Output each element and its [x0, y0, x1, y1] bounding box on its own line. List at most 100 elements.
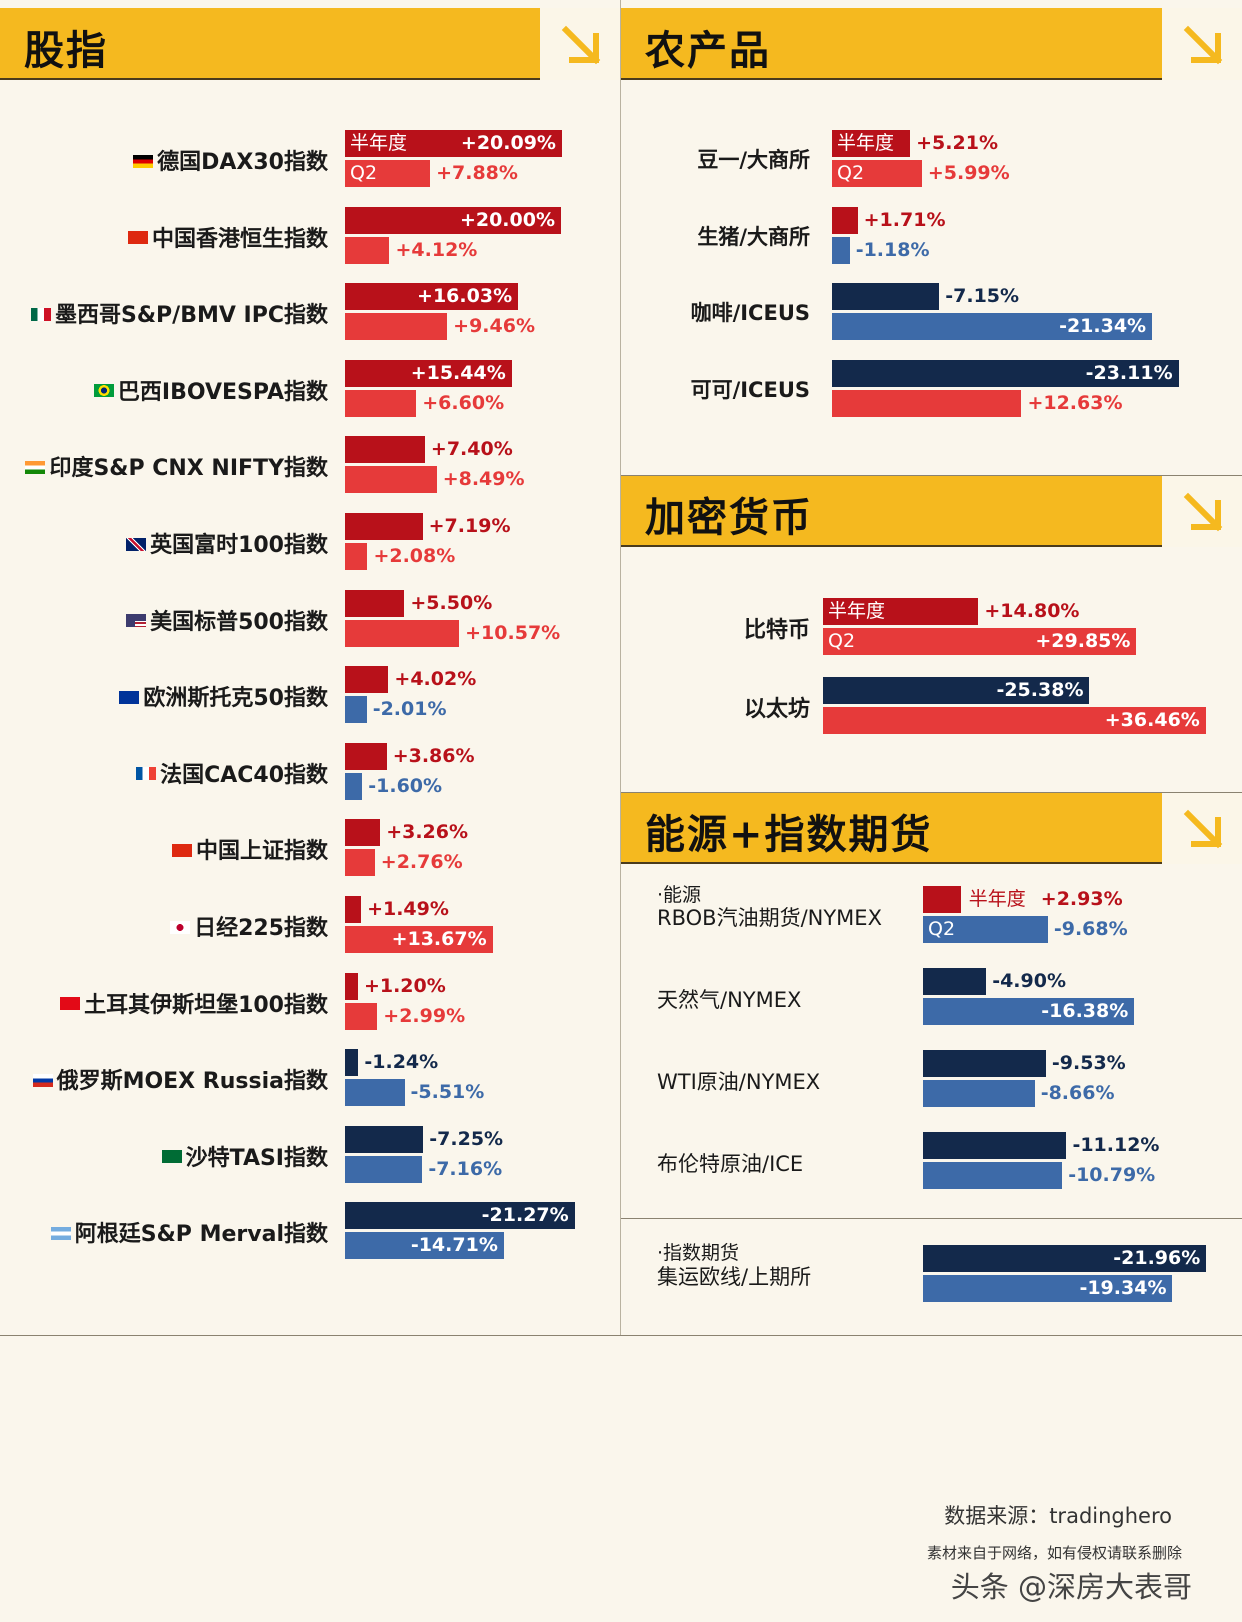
q2-bar [345, 313, 448, 341]
half-year-bar [345, 896, 362, 923]
q2-bar [823, 628, 1137, 655]
half-year-value: -21.96% [1113, 1247, 1201, 1269]
flag-in-icon [25, 460, 46, 474]
q2-bar [832, 236, 850, 264]
half-year-value: +7.40% [430, 438, 513, 461]
flag-tr-icon [60, 997, 81, 1011]
arrow-down-right-icon [1183, 492, 1223, 532]
row-label-text: 俄罗斯MOEX Russia指数 [56, 1069, 328, 1095]
crypto-header: 加密货币 [621, 475, 1242, 547]
half-year-bar [823, 677, 1090, 704]
half-year-bar [823, 598, 979, 625]
q2-value: -1.18% [855, 238, 930, 261]
half-year-bar [345, 283, 519, 311]
arrow-down-right-icon [1183, 809, 1223, 849]
q2-value: +12.63% [1027, 391, 1123, 414]
q2-bar [832, 389, 1022, 417]
half-year-bar [345, 1049, 359, 1077]
half-year-value: -21.27% [481, 1204, 569, 1227]
q2-value: -7.16% [428, 1157, 503, 1180]
flag-cn-icon [171, 843, 192, 857]
half-year-value: -7.15% [945, 285, 1020, 308]
row-label-text: 印度S&P CNX NIFTY指数 [49, 456, 328, 482]
row-label-text: 土耳其伊斯坦堡100指数 [84, 992, 328, 1018]
q2-bar [923, 1080, 1035, 1107]
q2-value: +36.46% [1104, 709, 1200, 731]
energy-panel: 能源+指数期货 ·能源 ·指数期货 RBOB汽油期货/NYMEX 半年度 +2.93… [621, 792, 1242, 1335]
flag-de-icon [133, 154, 154, 168]
half-year-value: +16.03% [417, 285, 513, 308]
half-year-value: +20.09% [460, 132, 556, 154]
q2-bar [345, 1002, 378, 1030]
q2-value: +29.85% [1035, 630, 1131, 652]
q2-value: -19.34% [1079, 1277, 1167, 1299]
q2-value: +13.67% [391, 928, 487, 950]
agri-panel: 农产品 豆一/大商所 半年度 +5.21% Q2 +5.99% 生猪/大商所 +1.71% -… [621, 0, 1242, 475]
row-label: 英国富时100指数 [126, 527, 328, 559]
row-label-text: 墨西哥S&P/BMV IPC指数 [55, 303, 328, 329]
q2-bar [923, 998, 1135, 1025]
half-year-tag: 半年度 [837, 132, 895, 154]
q2-value: +2.76% [380, 851, 463, 874]
q2-bar [345, 926, 493, 953]
half-year-value: -9.53% [1051, 1052, 1126, 1074]
q2-value: +2.08% [373, 545, 456, 567]
q2-value: -8.66% [1040, 1082, 1115, 1104]
q2-bar [345, 772, 363, 800]
q2-bar [345, 466, 437, 494]
row-label-text: 沙特TASI指数 [185, 1145, 328, 1171]
watermark: 头条 @深房大表哥 [950, 1570, 1192, 1604]
row-label: 德国DAX30指数 [133, 144, 328, 176]
stock-index-title: 股指 [24, 27, 108, 74]
row-label-text: 中国上证指数 [195, 839, 328, 865]
row-label: 中国香港恒生指数 [127, 221, 328, 253]
row-label-text: 德国DAX30指数 [157, 150, 328, 175]
q2-value: +8.49% [442, 468, 525, 491]
q2-tag: Q2 [828, 630, 856, 652]
half-year-bar [345, 359, 512, 387]
half-year-bar [345, 1202, 575, 1230]
row-label: 布伦特原油/ICE [657, 1148, 803, 1178]
q2-bar [345, 1155, 423, 1183]
half-year-bar [923, 1132, 1067, 1159]
q2-value: -21.34% [1059, 315, 1147, 338]
row-label-text: 以太坊 [743, 697, 810, 722]
q2-tag: Q2 [350, 162, 378, 184]
half-year-bar [923, 1245, 1207, 1272]
bottom-divider [0, 1335, 1242, 1336]
q2-value: -10.79% [1068, 1164, 1156, 1186]
q2-value: -16.38% [1041, 1000, 1129, 1022]
half-year-value: -1.24% [364, 1051, 439, 1074]
arrow-down-right-icon [1183, 25, 1223, 65]
disclaimer: 素材来自于网络，如有侵权请联系删除 [926, 1544, 1182, 1562]
half-year-value: +2.93% [1040, 888, 1123, 910]
q2-value: +6.60% [422, 391, 505, 414]
q2-bar [345, 236, 390, 264]
row-label: 集运欧线/上期所 [657, 1261, 811, 1291]
flag-uk-icon [126, 537, 147, 551]
half-year-value: +15.44% [410, 361, 506, 384]
row-label-text: 生猪/大商所 [697, 224, 810, 249]
row-label: 法国CAC40指数 [136, 757, 328, 789]
agri-bottom-divider [621, 475, 1242, 476]
flag-jp-icon [170, 920, 191, 934]
futures-section-label: ·指数期货 [657, 1242, 740, 1264]
half-year-value: +4.02% [394, 668, 477, 691]
q2-value: -9.68% [1053, 918, 1128, 940]
flag-br-icon [93, 384, 114, 398]
data-source: 数据来源：tradinghero [944, 1504, 1172, 1528]
row-label: 阿根廷S&P Merval指数 [50, 1216, 328, 1248]
half-year-value: -4.90% [992, 970, 1067, 992]
q2-value: +7.88% [436, 162, 518, 184]
row-label: 墨西哥S&P/BMV IPC指数 [31, 297, 328, 329]
half-year-bar [832, 130, 911, 157]
q2-bar [923, 916, 1048, 943]
row-label-text: 中国香港恒生指数 [151, 226, 328, 252]
row-label: 日经225指数 [170, 910, 328, 942]
half-year-bar [345, 206, 561, 234]
row-label-text: 欧洲斯托克50指数 [143, 686, 328, 712]
row-label: 俄罗斯MOEX Russia指数 [32, 1063, 328, 1095]
agri-title: 农产品 [645, 27, 771, 74]
row-label: 生猪/大商所 [697, 221, 810, 251]
row-label: 美国标普500指数 [126, 604, 328, 636]
